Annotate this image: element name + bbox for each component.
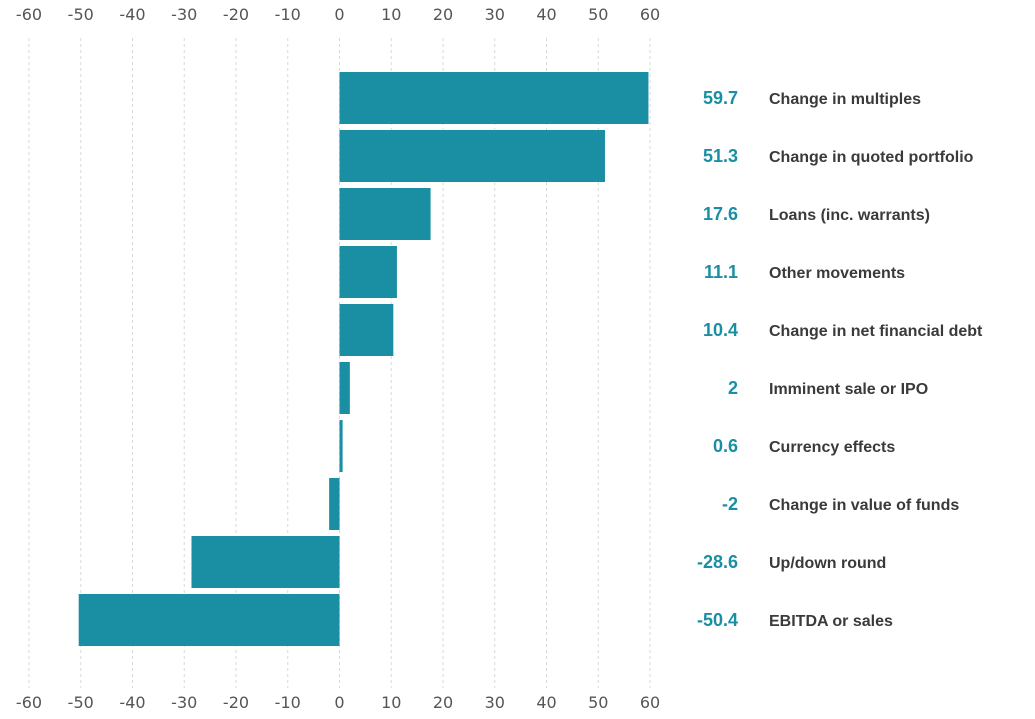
top-axis: -60 -50 -40 -30 -20 -10 0 10 20 30 40 50 60 — [16, 5, 660, 24]
bar — [339, 420, 343, 472]
value-label: 59.7 — [703, 88, 738, 108]
category-label: Up/down round — [769, 555, 886, 572]
bar — [339, 130, 605, 182]
category-label: Change in multiples — [769, 91, 921, 108]
category-label: Change in value of funds — [769, 497, 959, 514]
category-label: Loans (inc. warrants) — [769, 207, 930, 224]
value-label: -50.4 — [697, 610, 738, 630]
top-tick-label: 30 — [485, 5, 505, 24]
category-label: Change in quoted portfolio — [769, 149, 974, 166]
bar — [339, 246, 397, 298]
top-tick-label: 0 — [334, 5, 344, 24]
value-label: 11.1 — [704, 262, 738, 282]
bottom-tick-label: 20 — [433, 693, 453, 712]
top-tick-label: 50 — [588, 5, 608, 24]
top-tick-label: -50 — [68, 5, 94, 24]
value-label: 17.6 — [703, 204, 738, 224]
bottom-tick-label: -40 — [119, 693, 145, 712]
bottom-tick-label: -10 — [275, 693, 301, 712]
bar — [329, 478, 340, 530]
top-tick-label: -30 — [171, 5, 197, 24]
bar — [339, 362, 350, 414]
value-label: 0.6 — [713, 436, 738, 456]
bottom-tick-label: -50 — [68, 693, 94, 712]
bottom-tick-label: 30 — [485, 693, 505, 712]
bar — [191, 536, 340, 588]
bottom-tick-label: 0 — [334, 693, 344, 712]
bottom-axis: -60 -50 -40 -30 -20 -10 0 10 20 30 40 50 60 — [16, 693, 660, 712]
bottom-tick-label: 60 — [640, 693, 660, 712]
top-tick-label: 60 — [640, 5, 660, 24]
value-label: 51.3 — [703, 146, 738, 166]
bottom-tick-label: -30 — [171, 693, 197, 712]
bar-labels: 59.7 Change in multiples 51.3 Change in quo… — [697, 88, 983, 630]
category-label: Change in net financial debt — [769, 323, 983, 340]
bar — [339, 304, 394, 356]
bars — [78, 72, 649, 646]
top-tick-label: -20 — [223, 5, 249, 24]
value-label: -2 — [722, 494, 738, 514]
top-tick-label: -10 — [275, 5, 301, 24]
top-tick-label: 40 — [536, 5, 556, 24]
value-label: -28.6 — [697, 552, 738, 572]
top-tick-label: 10 — [381, 5, 401, 24]
bottom-tick-label: 10 — [381, 693, 401, 712]
bar — [339, 72, 649, 124]
bottom-tick-label: 40 — [536, 693, 556, 712]
bottom-tick-label: -60 — [16, 693, 42, 712]
category-label: Currency effects — [769, 439, 895, 456]
top-tick-label: -60 — [16, 5, 42, 24]
bar — [78, 594, 340, 646]
bar — [339, 188, 431, 240]
category-label: Imminent sale or IPO — [769, 381, 928, 398]
category-label: Other movements — [769, 265, 905, 282]
bottom-tick-label: 50 — [588, 693, 608, 712]
bottom-tick-label: -20 — [223, 693, 249, 712]
top-tick-label: 20 — [433, 5, 453, 24]
top-tick-label: -40 — [119, 5, 145, 24]
category-label: EBITDA or sales — [769, 613, 893, 630]
value-label: 10.4 — [703, 320, 738, 340]
value-label: 2 — [728, 378, 738, 398]
